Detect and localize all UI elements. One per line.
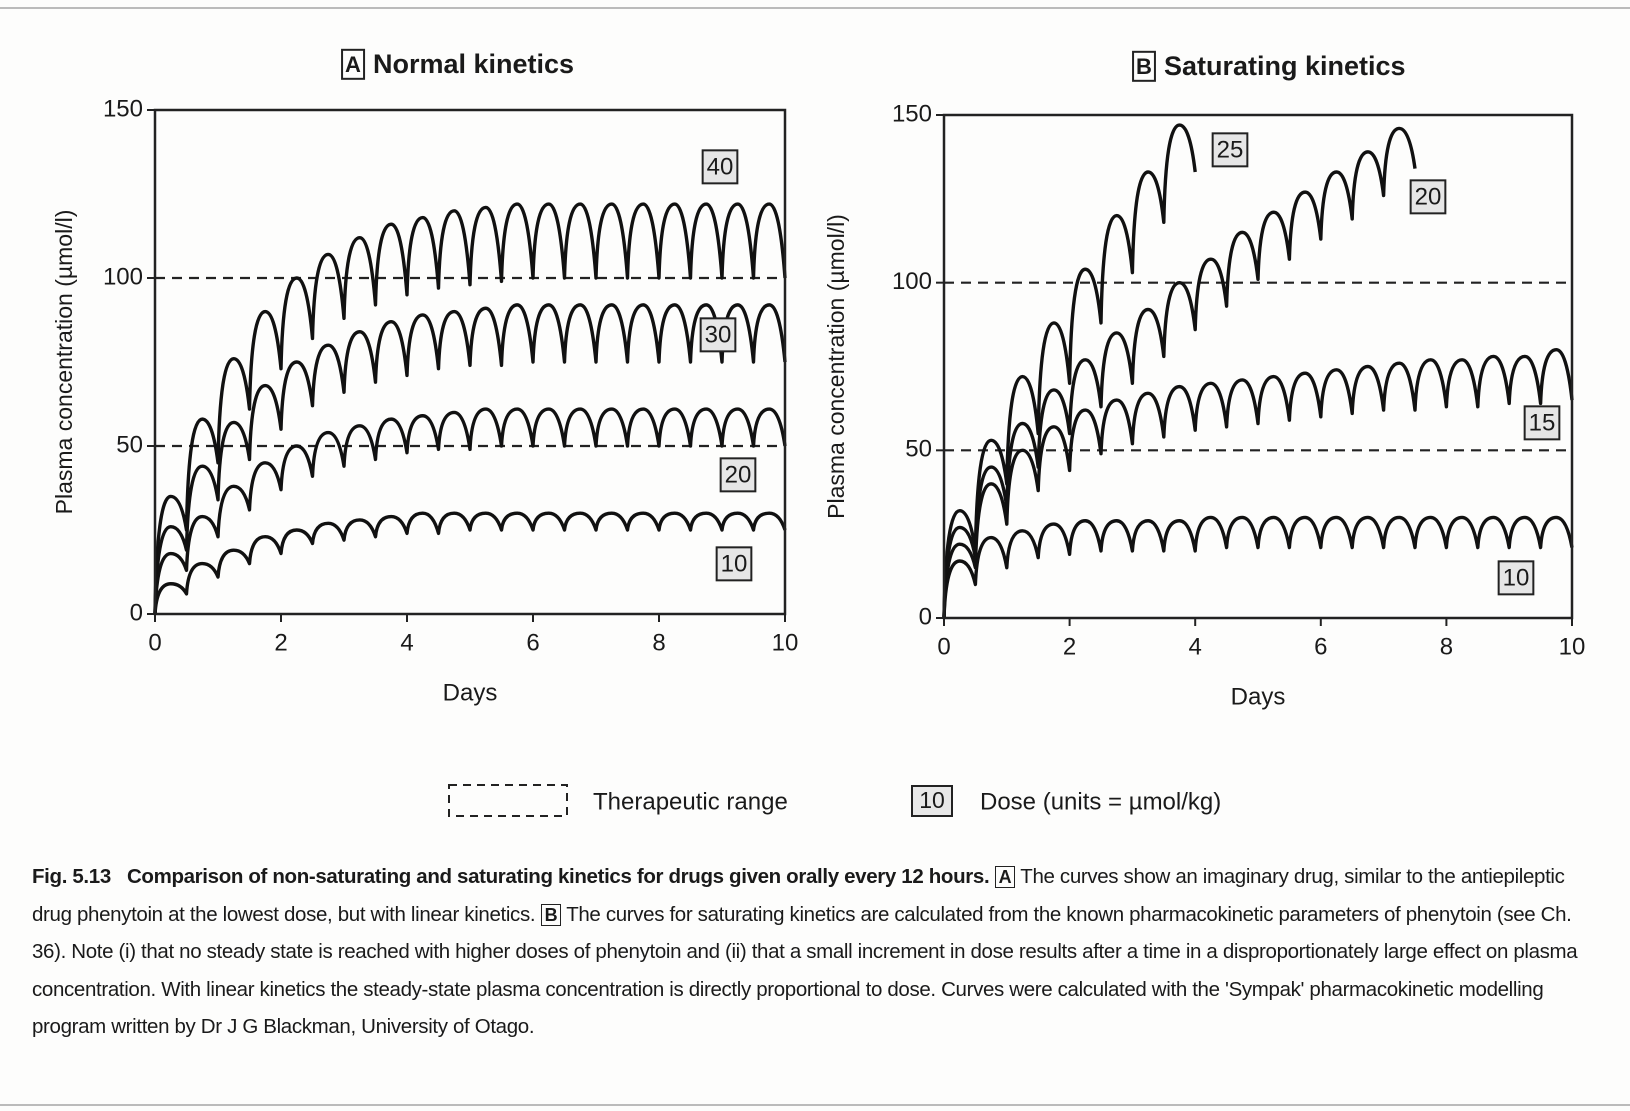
series-label-box: [715, 546, 753, 582]
y-tick-label: 50: [116, 431, 143, 458]
legend-therapeutic-label: Therapeutic range: [593, 788, 788, 815]
plot-frame: [942, 113, 1574, 620]
panel-letter-box: [341, 48, 366, 80]
y-axis-label: Plasma concentration (µmol/l): [51, 210, 77, 515]
panel-letter: A: [345, 52, 361, 77]
caption-heading: Comparison of non-saturating and saturat…: [126, 865, 990, 888]
series-label: 40: [707, 153, 734, 180]
x-tick-label: 6: [526, 629, 539, 656]
caption-text-a: The curves show an imaginary drug, simil…: [32, 865, 1565, 926]
dose-curve: [942, 348, 1574, 619]
legend-therapeutic-swatch: [448, 784, 568, 817]
x-tick-label: 6: [1314, 633, 1327, 660]
y-tick-label: 150: [892, 100, 932, 127]
y-tick-label: 100: [892, 268, 932, 295]
series-label: 10: [721, 550, 748, 577]
dose-curve: [153, 202, 787, 615]
dose-curve: [153, 407, 787, 615]
panel-title: Normal kinetics: [373, 49, 574, 79]
legend-dose-box: [911, 785, 953, 817]
y-axis-label: Plasma concentration (µmol/l): [823, 214, 849, 519]
panel-letter: B: [1136, 54, 1152, 79]
series-label: 20: [1415, 183, 1442, 210]
dose-curve: [153, 511, 787, 615]
x-tick-label: 8: [1440, 633, 1453, 660]
dose-curve: [942, 515, 1574, 619]
x-tick-label: 8: [652, 629, 665, 656]
series-label-box: [1497, 560, 1535, 596]
series-label-box: [701, 149, 739, 185]
caption: Fig. 5.13 Comparison of non-saturating a…: [32, 858, 1607, 1046]
x-tick-label: 10: [1559, 633, 1586, 660]
series-label-box: [1523, 405, 1561, 441]
plot-frame: [153, 108, 787, 616]
series-label-box: [699, 317, 737, 353]
series-label: 10: [1503, 564, 1530, 591]
x-axis-label: Days: [1231, 683, 1286, 710]
x-axis-label: Days: [443, 679, 498, 706]
x-tick-label: 0: [937, 633, 950, 660]
caption-panel-a: A: [994, 866, 1016, 888]
dose-curve: [153, 303, 787, 615]
y-tick-label: 0: [919, 603, 932, 630]
series-label: 15: [1529, 409, 1556, 436]
x-tick-label: 4: [400, 629, 413, 656]
caption-panel-b: B: [540, 903, 562, 926]
y-tick-label: 50: [905, 436, 932, 463]
y-tick-label: 150: [103, 95, 143, 122]
series-label: 30: [705, 321, 732, 348]
y-tick-label: 100: [103, 263, 143, 290]
legend-dose-example: 10: [919, 787, 945, 813]
panel-letter-box: [1132, 50, 1156, 82]
x-tick-label: 10: [772, 629, 799, 656]
series-label-box: [1211, 132, 1249, 168]
dose-curve: [942, 126, 1417, 619]
x-tick-label: 2: [1063, 633, 1076, 660]
series-label: 20: [725, 461, 752, 488]
dose-curve: [942, 123, 1197, 619]
x-tick-label: 4: [1189, 633, 1202, 660]
series-label: 25: [1217, 136, 1244, 163]
y-tick-label: 0: [130, 599, 143, 626]
caption-figure: Fig. 5.13: [32, 865, 111, 888]
series-label-box: [1409, 179, 1447, 215]
caption-text-b: The curves for saturating kinetics are c…: [32, 902, 1578, 1039]
series-label-box: [719, 457, 757, 493]
panel-title: Saturating kinetics: [1164, 51, 1406, 81]
legend-dose-label: Dose (units = µmol/kg): [980, 788, 1221, 815]
x-tick-label: 2: [274, 629, 287, 656]
x-tick-label: 0: [148, 629, 161, 656]
